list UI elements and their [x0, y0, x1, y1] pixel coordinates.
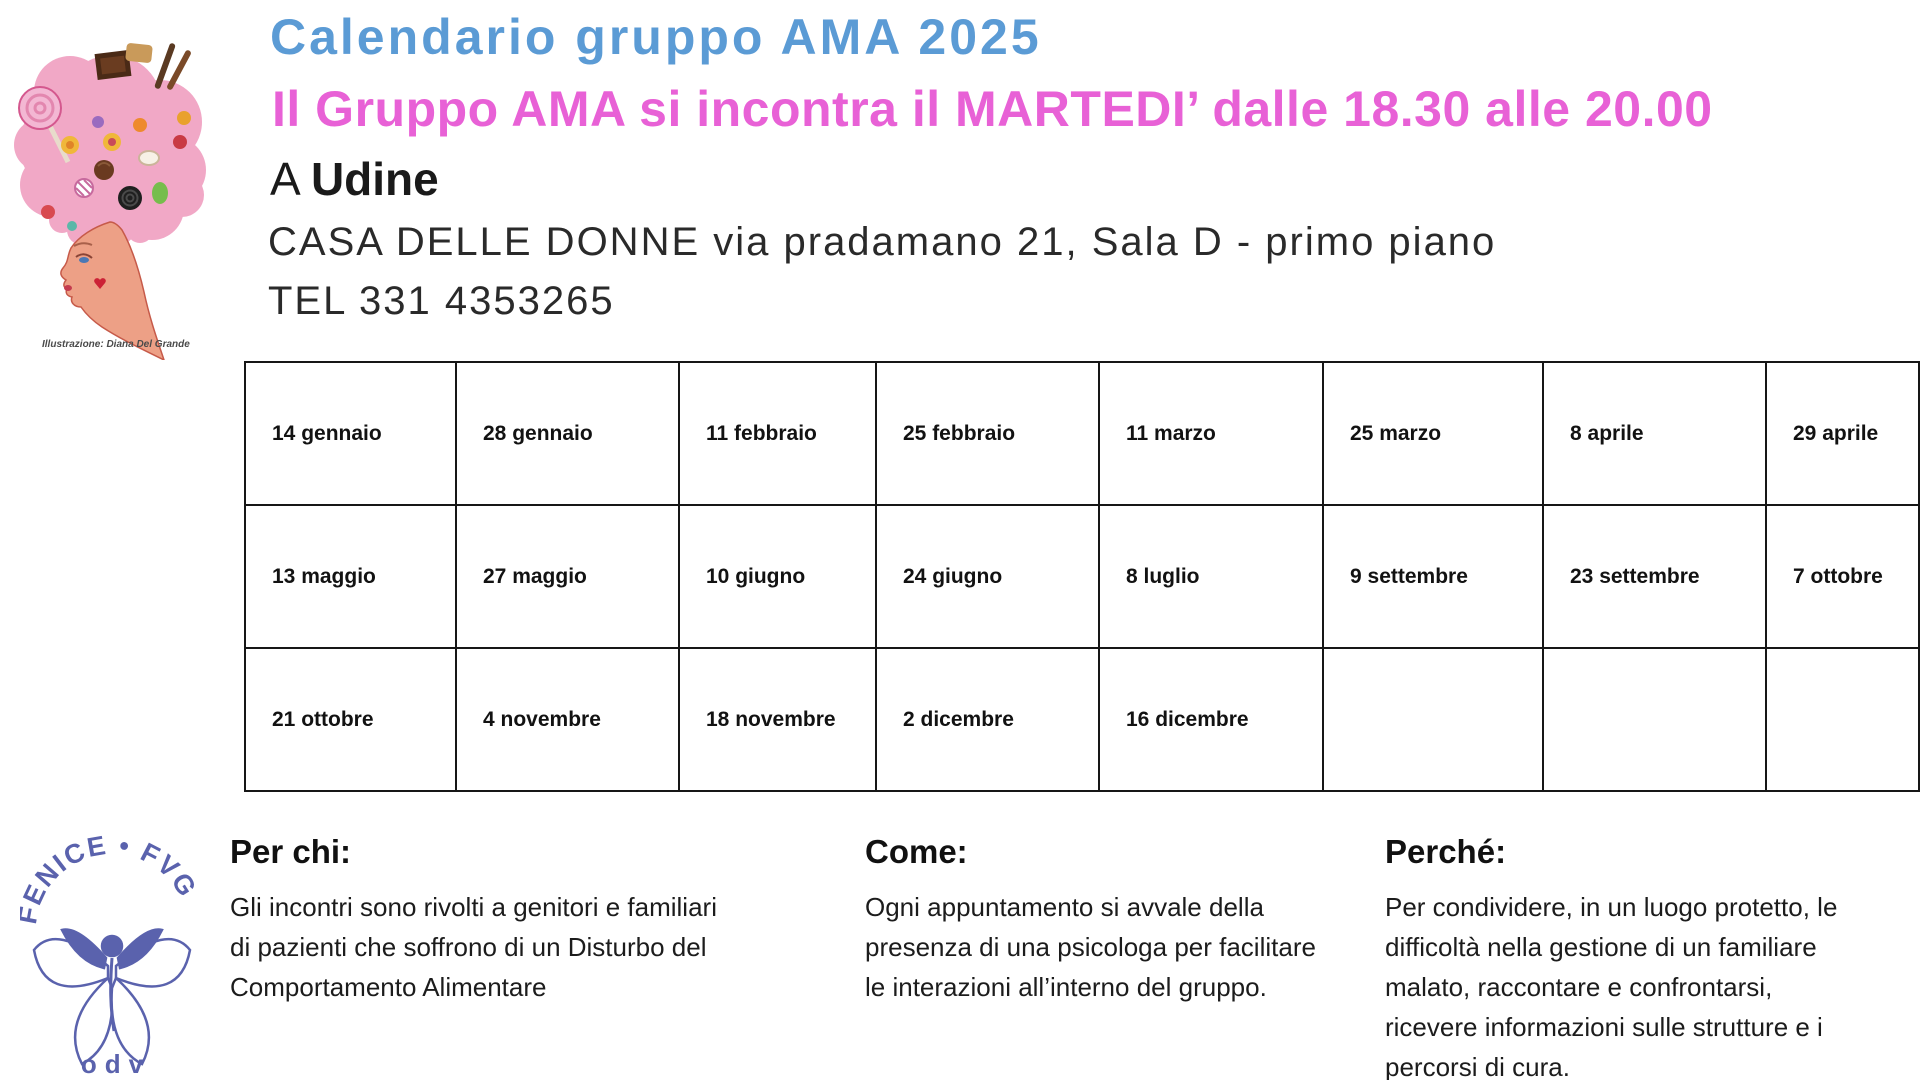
city-name: Udine — [310, 153, 439, 205]
calendar-cell: 10 giugno — [678, 504, 877, 649]
face-profile — [60, 221, 165, 360]
city-prefix: A — [270, 153, 311, 205]
butterfly-figure — [32, 928, 192, 1066]
section-body: Per condividere, in un luogo protetto, l… — [1385, 892, 1838, 1080]
calendar-cell: 28 gennaio — [455, 361, 680, 506]
calendar-cell: 8 aprile — [1542, 361, 1767, 506]
logo-arc-text: FENICE • FVG — [20, 830, 203, 926]
calendar-cell — [1765, 647, 1920, 792]
calendar-cell: 7 ottobre — [1765, 504, 1920, 649]
calendar-cell: 8 luglio — [1098, 504, 1324, 649]
section-heading: Per chi: — [230, 833, 352, 870]
calendar-cell: 11 febbraio — [678, 361, 877, 506]
calendar-cell: 13 maggio — [244, 504, 457, 649]
calendar-row: 14 gennaio 28 gennaio 11 febbraio 25 feb… — [244, 361, 1920, 506]
calendar-cell: 21 ottobre — [244, 647, 457, 792]
section-come: Come: Ogni appuntamento si avvale della … — [865, 833, 1316, 1007]
calendar-cell: 18 novembre — [678, 647, 877, 792]
address-line: CASA DELLE DONNE via pradamano 21, Sala … — [268, 220, 1497, 264]
calendar-cell: 25 febbraio — [875, 361, 1100, 506]
logo-odv-text: odv — [81, 1049, 151, 1078]
calendar-cell: 16 dicembre — [1098, 647, 1324, 792]
page-title: Calendario gruppo AMA 2025 — [270, 9, 1042, 65]
calendar-table: 14 gennaio 28 gennaio 11 febbraio 25 feb… — [244, 361, 1920, 792]
calendar-row: 13 maggio 27 maggio 10 giugno 24 giugno … — [244, 504, 1920, 649]
calendar-cell: 24 giugno — [875, 504, 1100, 649]
section-per-chi: Per chi: Gli incontri sono rivolti a gen… — [230, 833, 717, 1007]
phone-line: TEL 331 4353265 — [268, 279, 615, 323]
calendar-cell: 11 marzo — [1098, 361, 1324, 506]
calendar-cell: 23 settembre — [1542, 504, 1767, 649]
calendar-cell: 4 novembre — [455, 647, 680, 792]
section-heading: Come: — [865, 833, 968, 870]
calendar-row: 21 ottobre 4 novembre 18 novembre 2 dice… — [244, 647, 1920, 792]
section-perche: Perché: Per condividere, in un luogo pro… — [1385, 833, 1837, 1080]
calendar-cell: 2 dicembre — [875, 647, 1100, 792]
calendar-cell: 27 maggio — [455, 504, 680, 649]
calendar-cell — [1322, 647, 1544, 792]
page-subtitle: Il Gruppo AMA si incontra il MARTEDI’ da… — [272, 81, 1713, 137]
calendar-cell: 29 aprile — [1765, 361, 1920, 506]
illustration-credit: Illustrazione: Diana Del Grande — [42, 339, 190, 350]
city-line: A Udine — [270, 152, 439, 206]
calendar-cell: 9 settembre — [1322, 504, 1544, 649]
section-heading: Perché: — [1385, 833, 1507, 870]
calendar-cell: 14 gennaio — [244, 361, 457, 506]
candy-sprinkles — [18, 43, 191, 231]
calendar-cell — [1542, 647, 1767, 792]
section-body: Gli incontri sono rivolti a genitori e f… — [230, 892, 717, 1002]
candy-head-illustration — [14, 43, 206, 360]
calendar-cell: 25 marzo — [1322, 361, 1544, 506]
fenice-fvg-logo: FENICE • FVG odv — [20, 830, 203, 1078]
section-body: Ogni appuntamento si avvale della presen… — [865, 892, 1316, 1002]
